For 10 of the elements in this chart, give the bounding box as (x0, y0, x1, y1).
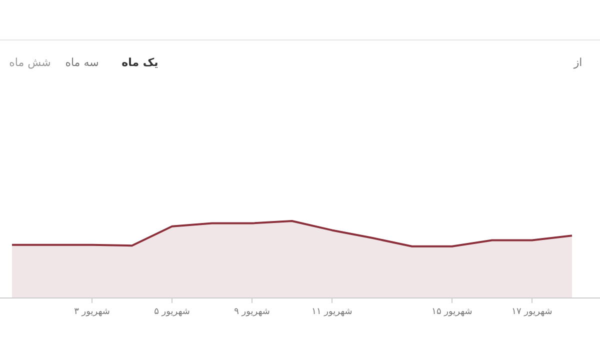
x-tick-label: شهریور ۱۷ (512, 307, 552, 317)
text: سه ماه (65, 56, 99, 69)
text: شش ماه (9, 56, 51, 69)
x-tick-label: شهریور ۹ (234, 307, 270, 317)
text: یک ماه (122, 56, 158, 69)
x-tick-label: شهریور ۳ (74, 307, 110, 317)
x-tick-label: شهریور ۱۵ (432, 307, 472, 317)
x-tick-label: شهریور ۱۱ (312, 307, 352, 317)
x-tick-label: شهریور ۵ (154, 307, 190, 317)
text: از (572, 56, 582, 69)
